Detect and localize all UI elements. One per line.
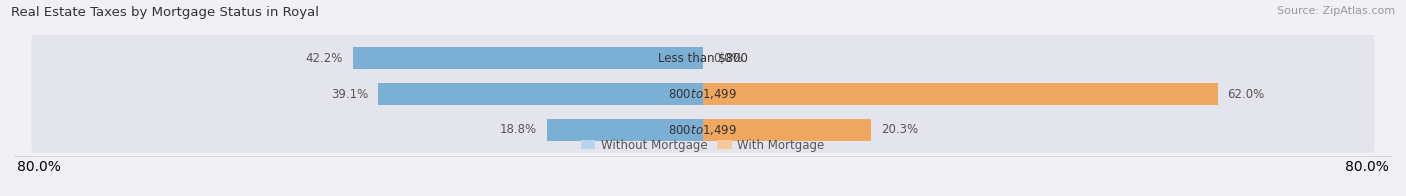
Text: 20.3%: 20.3%	[882, 123, 918, 136]
Bar	[353, 47, 703, 70]
Text: $800 to $1,499: $800 to $1,499	[668, 87, 738, 101]
Text: $800 to $1,499: $800 to $1,499	[668, 123, 738, 137]
Text: 62.0%: 62.0%	[1227, 88, 1265, 101]
Text: Less than $800: Less than $800	[658, 52, 748, 65]
Text: Real Estate Taxes by Mortgage Status in Royal: Real Estate Taxes by Mortgage Status in …	[11, 6, 319, 19]
Bar	[703, 83, 1218, 105]
FancyBboxPatch shape	[31, 66, 1375, 122]
Text: Source: ZipAtlas.com: Source: ZipAtlas.com	[1277, 6, 1395, 16]
Text: 0.0%: 0.0%	[713, 52, 742, 65]
Bar	[378, 83, 703, 105]
Text: 42.2%: 42.2%	[305, 52, 343, 65]
Text: 39.1%: 39.1%	[332, 88, 368, 101]
FancyBboxPatch shape	[31, 30, 1375, 87]
Bar	[547, 119, 703, 141]
FancyBboxPatch shape	[31, 102, 1375, 158]
Bar	[703, 119, 872, 141]
Legend: Without Mortgage, With Mortgage: Without Mortgage, With Mortgage	[576, 134, 830, 156]
Text: 18.8%: 18.8%	[501, 123, 537, 136]
